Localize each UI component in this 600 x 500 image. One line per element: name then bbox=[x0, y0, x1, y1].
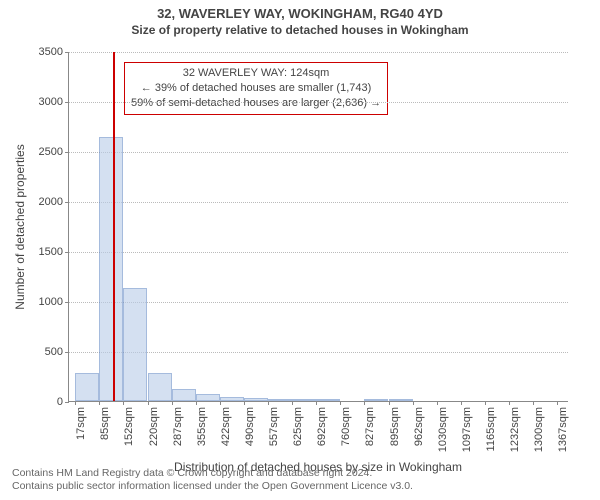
ytick-label: 0 bbox=[57, 396, 69, 408]
histogram-bar bbox=[99, 137, 123, 401]
histogram-bar bbox=[268, 399, 292, 401]
gridline bbox=[69, 252, 568, 253]
histogram-bar bbox=[244, 398, 268, 401]
xtick-label: 692sqm bbox=[316, 405, 328, 446]
histogram-bar bbox=[196, 394, 220, 401]
xtick-label: 1367sqm bbox=[557, 405, 569, 452]
xtick-label: 557sqm bbox=[268, 405, 280, 446]
xtick-label: 625sqm bbox=[292, 405, 304, 446]
histogram-bar bbox=[364, 399, 388, 401]
xtick-label: 827sqm bbox=[364, 405, 376, 446]
footer-attribution: Contains HM Land Registry data © Crown c… bbox=[12, 467, 413, 494]
xtick-label: 152sqm bbox=[123, 405, 135, 446]
histogram-bar bbox=[316, 399, 340, 401]
xtick-label: 895sqm bbox=[389, 405, 401, 446]
xtick-label: 490sqm bbox=[244, 405, 256, 446]
chart-title-main: 32, WAVERLEY WAY, WOKINGHAM, RG40 4YD bbox=[0, 0, 600, 21]
xtick-label: 1097sqm bbox=[461, 405, 473, 452]
plot-area: 32 WAVERLEY WAY: 124sqm ← 39% of detache… bbox=[68, 52, 568, 402]
gridline bbox=[69, 202, 568, 203]
histogram-bar bbox=[220, 397, 244, 401]
ytick-label: 2500 bbox=[39, 146, 69, 158]
gridline bbox=[69, 52, 568, 53]
histogram-bar bbox=[292, 399, 316, 401]
annotation-line1: 32 WAVERLEY WAY: 124sqm bbox=[131, 66, 381, 81]
ytick-label: 3000 bbox=[39, 96, 69, 108]
ytick-label: 1000 bbox=[39, 296, 69, 308]
ytick-label: 3500 bbox=[39, 46, 69, 58]
annotation-line2: ← 39% of detached houses are smaller (1,… bbox=[131, 81, 381, 96]
xtick-label: 1030sqm bbox=[437, 405, 449, 452]
histogram-bar bbox=[172, 389, 196, 401]
histogram-bar bbox=[123, 288, 147, 401]
ytick-label: 500 bbox=[45, 346, 69, 358]
gridline bbox=[69, 152, 568, 153]
xtick-label: 1165sqm bbox=[485, 405, 497, 451]
chart-container: 32, WAVERLEY WAY, WOKINGHAM, RG40 4YD Si… bbox=[0, 0, 600, 500]
y-axis-label: Number of detached properties bbox=[13, 144, 27, 309]
histogram-bar bbox=[148, 373, 172, 401]
annotation-line3: 59% of semi-detached houses are larger (… bbox=[131, 96, 381, 111]
histogram-bar bbox=[389, 399, 413, 401]
xtick-label: 355sqm bbox=[196, 405, 208, 446]
xtick-label: 1232sqm bbox=[509, 405, 521, 452]
annotation-box: 32 WAVERLEY WAY: 124sqm ← 39% of detache… bbox=[124, 62, 388, 115]
xtick-label: 962sqm bbox=[413, 405, 425, 446]
ytick-label: 2000 bbox=[39, 196, 69, 208]
footer-line1: Contains HM Land Registry data © Crown c… bbox=[12, 467, 413, 481]
gridline bbox=[69, 102, 568, 103]
footer-line2: Contains public sector information licen… bbox=[12, 480, 413, 494]
xtick-label: 220sqm bbox=[148, 405, 160, 446]
xtick-label: 85sqm bbox=[99, 405, 111, 440]
chart-title-sub: Size of property relative to detached ho… bbox=[0, 21, 600, 37]
ytick-label: 1500 bbox=[39, 246, 69, 258]
xtick-label: 17sqm bbox=[75, 405, 87, 440]
histogram-bar bbox=[75, 373, 99, 401]
xtick-label: 760sqm bbox=[340, 405, 352, 446]
marker-line bbox=[113, 52, 115, 401]
xtick-label: 422sqm bbox=[220, 405, 232, 446]
xtick-label: 1300sqm bbox=[533, 405, 545, 452]
xtick-label: 287sqm bbox=[172, 405, 184, 446]
